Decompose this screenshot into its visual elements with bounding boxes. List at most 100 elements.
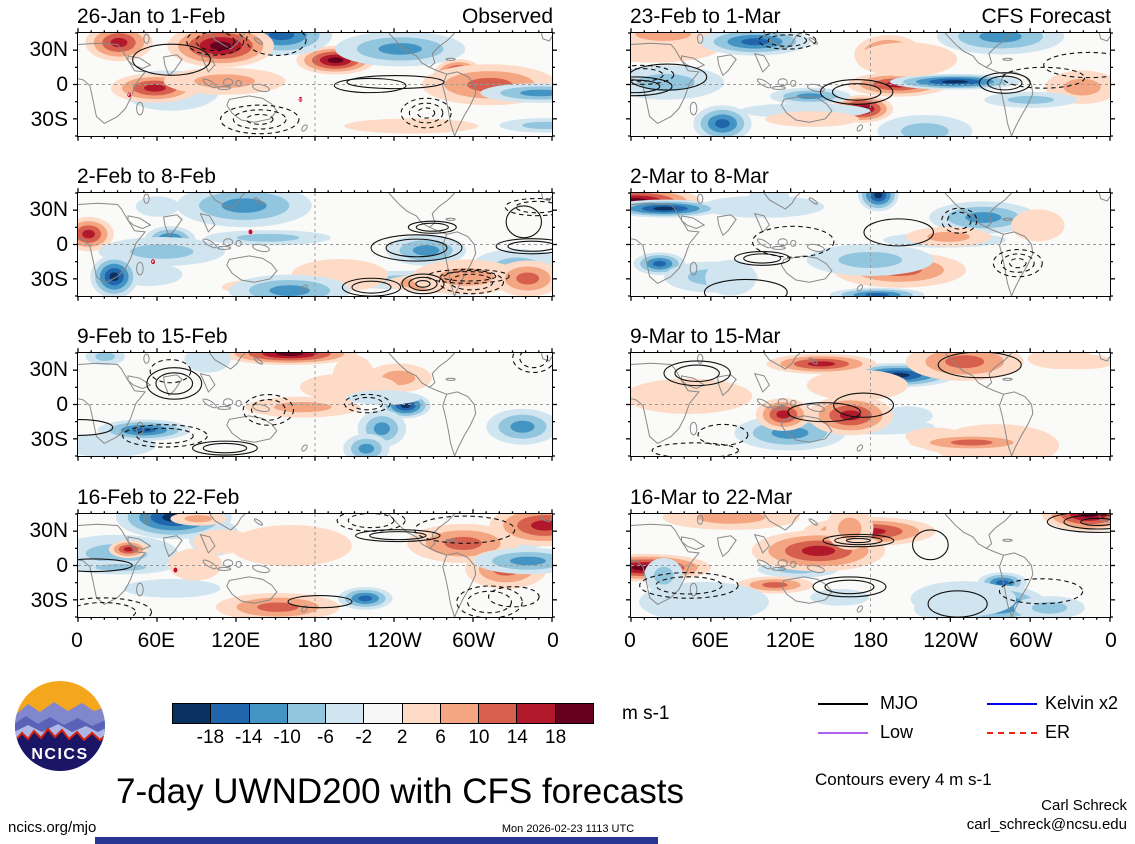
x-tick-label: 0 bbox=[624, 629, 636, 652]
colorbar-segment bbox=[363, 704, 402, 723]
storm-marker: F bbox=[150, 258, 156, 265]
colorbar-segment bbox=[173, 704, 211, 723]
panel-header: 26-Jan to 1-Feb Observed bbox=[77, 4, 553, 30]
legend-label: MJO bbox=[880, 693, 918, 713]
map-panel bbox=[630, 513, 1111, 618]
panel-header: 9-Mar to 15-Mar bbox=[630, 324, 1111, 350]
panel-annotation: Observed bbox=[461, 5, 553, 28]
footer-bar bbox=[95, 837, 658, 844]
panel-header: 16-Mar to 22-Mar bbox=[630, 485, 1111, 511]
colorbar-segment bbox=[554, 704, 593, 723]
legend-line-low bbox=[818, 732, 868, 734]
y-tick-label: 30N bbox=[29, 37, 68, 61]
legend-label: ER bbox=[1045, 722, 1071, 742]
x-tick-label: 180 bbox=[852, 629, 889, 652]
x-tick-label: 60W bbox=[1009, 629, 1053, 652]
legend-label: Kelvin x2 bbox=[1045, 693, 1119, 713]
colorbar-segment bbox=[401, 704, 440, 723]
panel-title: 9-Mar to 15-Mar bbox=[630, 325, 781, 348]
x-tick-label: 0 bbox=[547, 629, 559, 652]
x-tick-label: 120E bbox=[211, 629, 261, 652]
colorbar-tick-label: 18 bbox=[545, 727, 567, 748]
colorbar-segment bbox=[325, 704, 364, 723]
panel-header: 2-Feb to 8-Feb bbox=[77, 164, 553, 190]
y-tick-label: 0 bbox=[56, 553, 68, 577]
panel-title: 26-Jan to 1-Feb bbox=[77, 5, 226, 28]
map-svg bbox=[78, 353, 552, 456]
contour-note: Contours every 4 m s-1 bbox=[815, 770, 992, 789]
map-panel bbox=[630, 192, 1111, 297]
colorbar-segment bbox=[478, 704, 517, 723]
colorbar-tick-label: -6 bbox=[317, 727, 334, 748]
legend-label: Low bbox=[880, 722, 914, 742]
y-tick-label: 30S bbox=[30, 267, 68, 291]
legend-line-kelvin-x2 bbox=[987, 703, 1037, 705]
panel-title: 2-Mar to 8-Mar bbox=[630, 165, 769, 188]
panel-title: 23-Feb to 1-Mar bbox=[630, 5, 781, 28]
colorbar-segment bbox=[248, 704, 287, 723]
map-svg bbox=[631, 193, 1110, 296]
storm-marker: F bbox=[126, 91, 132, 98]
panel-header: 2-Mar to 8-Mar bbox=[630, 164, 1111, 190]
figure-title: 7-day UWND200 with CFS forecasts bbox=[116, 772, 684, 811]
map-panel: F 10 bbox=[77, 32, 553, 137]
x-tick-label: 60W bbox=[452, 629, 496, 652]
ncics-logo: NCICS bbox=[15, 681, 105, 771]
x-tick-label: 60E bbox=[691, 629, 729, 652]
colorbar-tick-label: 6 bbox=[435, 727, 446, 748]
svg-text:F: F bbox=[128, 93, 131, 97]
y-tick-label: 0 bbox=[56, 392, 68, 416]
author-name: Carl Schreck bbox=[1041, 797, 1127, 814]
map-svg bbox=[631, 33, 1110, 136]
storm-marker bbox=[247, 228, 254, 235]
storm-marker bbox=[172, 567, 179, 574]
y-tick-label: 30S bbox=[30, 588, 68, 612]
author-email: carl_schreck@ncsu.edu bbox=[966, 816, 1127, 833]
map-svg bbox=[631, 353, 1110, 456]
map-svg bbox=[78, 514, 552, 617]
svg-text:F: F bbox=[152, 260, 155, 264]
logo-text: NCICS bbox=[31, 746, 88, 763]
x-tick-label: 120W bbox=[366, 629, 422, 652]
colorbar bbox=[172, 703, 594, 724]
map-panel bbox=[77, 352, 553, 457]
x-tick-label: 0 bbox=[71, 629, 83, 652]
panel-title: 2-Feb to 8-Feb bbox=[77, 165, 216, 188]
y-tick-label: 30S bbox=[30, 427, 68, 451]
legend-line-er bbox=[987, 732, 1037, 734]
colorbar-tick-label: 2 bbox=[396, 727, 408, 748]
map-panel bbox=[630, 352, 1111, 457]
colorbar-tick-label: -18 bbox=[196, 727, 225, 748]
colorbar-units-label: m s-1 bbox=[622, 703, 670, 724]
x-tick-label: 0 bbox=[1105, 629, 1117, 652]
site-url: ncics.org/mjo bbox=[8, 819, 97, 836]
y-tick-label: 30S bbox=[30, 107, 68, 131]
colorbar-segment bbox=[210, 704, 249, 723]
timestamp: Mon 2026-02-23 1113 UTC bbox=[501, 823, 635, 835]
panel-header: 23-Feb to 1-Mar CFS Forecast bbox=[630, 4, 1111, 30]
svg-text:10: 10 bbox=[298, 98, 302, 102]
legend-line-mjo bbox=[818, 703, 868, 705]
storm-marker: 10 bbox=[297, 96, 304, 103]
panel-header: 9-Feb to 15-Feb bbox=[77, 324, 553, 350]
colorbar-segment bbox=[286, 704, 326, 723]
x-tick-label: 180 bbox=[297, 629, 333, 652]
map-panel bbox=[77, 513, 553, 618]
panel-title: 9-Feb to 15-Feb bbox=[77, 325, 228, 348]
panel-annotation: CFS Forecast bbox=[981, 5, 1111, 28]
y-tick-label: 0 bbox=[56, 72, 68, 96]
map-panel bbox=[630, 32, 1111, 137]
map-svg: F 10 bbox=[78, 33, 552, 136]
colorbar-segment bbox=[439, 704, 479, 723]
y-tick-label: 0 bbox=[56, 232, 68, 256]
x-tick-label: 60E bbox=[137, 629, 176, 652]
map-svg bbox=[631, 514, 1110, 617]
y-tick-label: 30N bbox=[29, 518, 68, 542]
colorbar-tick-label: 10 bbox=[468, 727, 490, 748]
x-tick-label: 120E bbox=[765, 629, 815, 652]
panel-title: 16-Feb to 22-Feb bbox=[77, 486, 240, 509]
y-tick-label: 30N bbox=[29, 357, 68, 381]
colorbar-tick-label: -14 bbox=[234, 727, 263, 748]
colorbar-segment bbox=[516, 704, 555, 723]
